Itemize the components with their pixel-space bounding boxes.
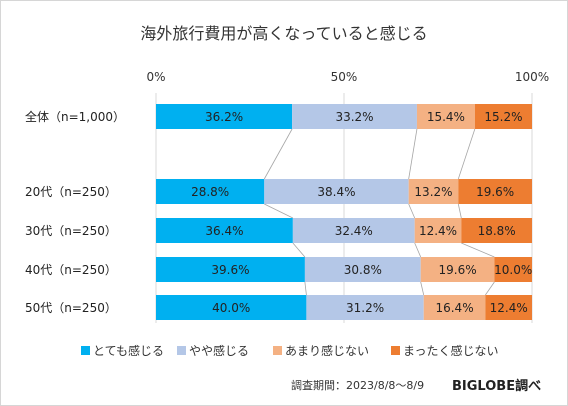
bar-value-label: 19.6% [438, 263, 476, 277]
series-connector-line [408, 128, 418, 180]
bar-segment [485, 295, 532, 320]
bar-segment [292, 104, 417, 129]
bar-segment [292, 218, 415, 243]
category-label: 50代（n=250） [25, 301, 117, 315]
legend-label: まったく感じない [403, 343, 499, 358]
bar-value-label: 30.8% [344, 263, 382, 277]
category-label: 20代（n=250） [25, 185, 117, 199]
gridlines [155, 93, 533, 323]
bar-value-label: 32.4% [335, 224, 373, 238]
bar-segment [156, 218, 293, 243]
category-label: 全体（n=1,000） [25, 109, 125, 124]
legend-swatch [273, 346, 282, 355]
series-connector-line [457, 203, 462, 219]
legend-label: あまり感じない [285, 343, 369, 358]
bar-segment [474, 104, 532, 129]
bar-segment [416, 104, 475, 129]
bar-value-label: 39.6% [211, 263, 249, 277]
bar-segment [414, 218, 462, 243]
bar-segment [156, 257, 305, 282]
bar-segment [306, 295, 424, 320]
category-label: 40代（n=250） [25, 263, 117, 277]
connector-lines [263, 128, 495, 296]
bar-value-label: 13.2% [414, 185, 452, 199]
brand-credit: BIGLOBE調べ [452, 378, 541, 394]
bar-value-label: 38.4% [317, 185, 355, 199]
bar-segment [420, 257, 495, 282]
series-connector-line [461, 242, 495, 258]
bar-value-label: 31.2% [346, 301, 384, 315]
bar-segment [156, 295, 307, 320]
bar-value-label: 33.2% [335, 110, 373, 124]
bar-segment [461, 218, 532, 243]
legend-swatch [81, 346, 90, 355]
bar-segment [156, 179, 265, 204]
category-label: 30代（n=250） [25, 224, 117, 238]
series-connector-line [304, 281, 307, 296]
series-connector-line [264, 203, 294, 219]
chart-title: 海外旅行費用が高くなっていると感じる [140, 24, 427, 43]
bar-area: 36.2% 33.2% 15.4% 15.2% 28.8% 38.4% 13.2% 19.6%… [156, 104, 532, 320]
survey-period: 調査期間：2023/8/8～8/9 [291, 378, 424, 392]
bar-value-label: 16.4% [435, 301, 473, 315]
legend-label: とても感じる [93, 343, 164, 358]
bar-value-label: 15.4% [427, 110, 465, 124]
bar-segment [304, 257, 421, 282]
legend-label: やや感じる [189, 343, 249, 358]
bar-value-label: 12.4% [419, 224, 457, 238]
bar-value-label: 12.4% [490, 301, 528, 315]
bar-segment [264, 179, 409, 204]
bar-segment [458, 179, 532, 204]
series-connector-line [485, 281, 495, 296]
bar-segment [156, 104, 293, 129]
bar-value-label: 36.4% [205, 224, 243, 238]
bar-value-label: 36.2% [205, 110, 243, 124]
bar-segment [408, 179, 459, 204]
series-connector-line [263, 128, 293, 180]
x-tick-label: 100% [515, 70, 549, 84]
series-connector-line [414, 242, 422, 258]
bar-value-label: 40.0% [212, 301, 250, 315]
x-tick-label: 50% [331, 70, 358, 84]
x-axis-ticks: 0% 50% 100% [146, 70, 549, 84]
x-tick-label: 0% [146, 70, 165, 84]
series-connector-line [420, 281, 425, 296]
series-connector-line [408, 203, 416, 219]
legend-swatch [177, 346, 186, 355]
bar-value-label: 18.8% [478, 224, 516, 238]
bar-segment [494, 257, 532, 282]
bar-value-label: 28.8% [191, 185, 229, 199]
category-labels: 全体（n=1,000） 20代（n=250） 30代（n=250） 40代（n=250… [25, 109, 125, 315]
legend: とても感じる やや感じる あまり感じない まったく感じない [81, 343, 499, 358]
bar-value-label: 15.2% [484, 110, 522, 124]
bar-value-label: 10.0% [494, 263, 532, 277]
series-connector-line [292, 242, 306, 258]
legend-swatch [391, 346, 400, 355]
series-connector-line [457, 128, 476, 180]
bar-segment [423, 295, 486, 320]
bar-value-label: 19.6% [476, 185, 514, 199]
